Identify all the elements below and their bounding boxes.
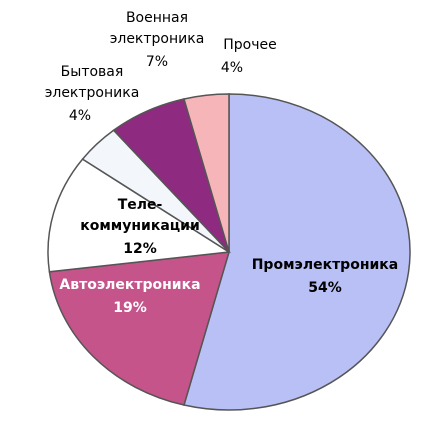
- pie-slice: [183, 93, 230, 253]
- slice-label: Теле-коммуникации: [80, 197, 200, 234]
- value-label: 12%: [123, 241, 157, 257]
- slice-label: Прочее: [223, 37, 276, 53]
- value-label: 54%: [308, 280, 342, 296]
- slice-label: Военная электроника: [110, 10, 205, 47]
- value-label: 19%: [113, 300, 147, 316]
- slice-label: Бытовая электроника: [45, 64, 140, 101]
- value-label: 4%: [69, 108, 91, 124]
- pie-slice: [48, 251, 231, 406]
- value-label: 4%: [221, 60, 243, 76]
- value-label: 7%: [146, 54, 168, 70]
- pie-slice: [47, 158, 232, 273]
- pie-slice: [183, 93, 411, 411]
- slice-label: Промэлектроника: [252, 257, 399, 273]
- slice-label: Автоэлектроника: [59, 277, 200, 293]
